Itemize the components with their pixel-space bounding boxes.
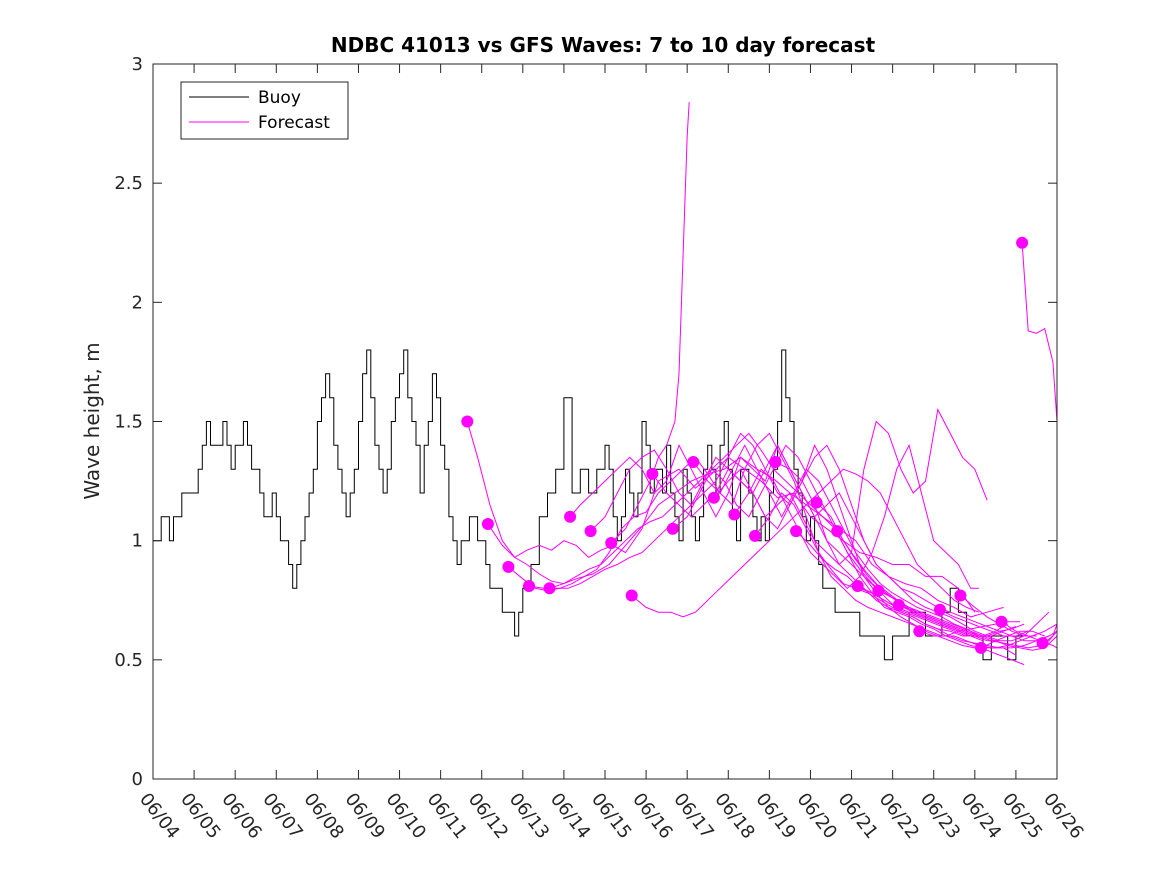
y-tick-label: 0.5 [114,650,143,671]
forecast-start-marker-6 [564,510,577,523]
forecast-start-marker-4 [523,580,535,592]
forecast-start-marker-18 [810,496,823,509]
y-tick-label: 2.5 [114,173,143,194]
forecast-start-marker-13 [707,491,720,504]
forecast-start-marker-10 [646,467,659,480]
forecast-start-marker-1 [461,415,474,428]
forecast-series-line-11 [672,444,1057,649]
forecast-start-marker-21 [872,584,885,597]
forecast-start-marker-23 [913,625,926,638]
forecast-start-marker-15 [749,529,761,542]
forecast-series-line-7 [590,444,1057,642]
y-tick-label: 0 [132,769,143,790]
forecast-series-line-26 [980,630,1045,649]
legend-buoy-label: Buoy [258,88,301,108]
forecast-start-marker-22 [892,599,905,611]
forecast-series-line-12 [692,444,1057,649]
legend-forecast-label: Forecast [258,113,330,133]
forecast-start-marker-24 [933,603,946,616]
forecast-start-marker-19 [831,525,844,538]
forecast-start-marker-5 [543,582,556,595]
forecast-series-line-1 [466,421,976,613]
y-axis: 0 0.5 1 1.5 2 2.5 3 [114,54,1057,790]
forecast-start-marker-3 [502,560,515,573]
forecast-start-marker-26 [975,641,987,654]
forecast-start-marker-20 [851,580,864,592]
forecast-series-line-16 [775,461,975,637]
forecast-start-marker-25 [954,589,967,602]
forecast-series-line-14 [733,443,979,589]
legend-box [180,81,349,140]
legend: Buoy Forecast [180,81,349,140]
forecast-series-line-28 [1021,242,1057,422]
forecast-series-line-4 [528,432,1025,666]
forecast-start-marker-11 [666,522,679,535]
forecast-start-marker-12 [687,456,700,468]
y-tick-label: 1 [132,531,143,552]
y-tick-label: 2 [132,292,143,313]
forecast-start-marker-8 [605,537,618,549]
forecast-start-marker-17 [790,525,803,538]
forecast-start-marker-14 [728,508,741,521]
forecast-start-marker-28 [1016,236,1029,249]
forecast-start-marker-7 [584,525,597,538]
series-layer [153,102,1057,666]
forecast-series-line-15 [754,492,979,637]
y-tick-label: 3 [132,54,143,75]
forecast-start-marker-29 [1036,637,1049,650]
y-tick-label: 1.5 [114,412,143,433]
forecast-series-line-24 [939,609,1029,637]
forecast-series-line-9 [631,468,980,618]
forecast-series-line-3 [508,432,1017,656]
forecast-start-marker-9 [625,589,638,602]
forecast-start-marker-16 [769,456,782,468]
forecast-start-marker-27 [995,615,1008,628]
forecast-series-line-22 [898,604,1025,637]
forecast-series-line-8 [610,102,690,544]
forecast-start-marker-2 [481,518,494,530]
y-axis-label: Wave height, m [80,342,104,499]
forecast-series-line-10 [651,444,1050,642]
forecast-series-line-27 [1001,621,1057,649]
chart-title: NDBC 41013 vs GFS Waves: 7 to 10 day for… [331,33,876,57]
forecast-series-line-2 [487,456,1004,618]
